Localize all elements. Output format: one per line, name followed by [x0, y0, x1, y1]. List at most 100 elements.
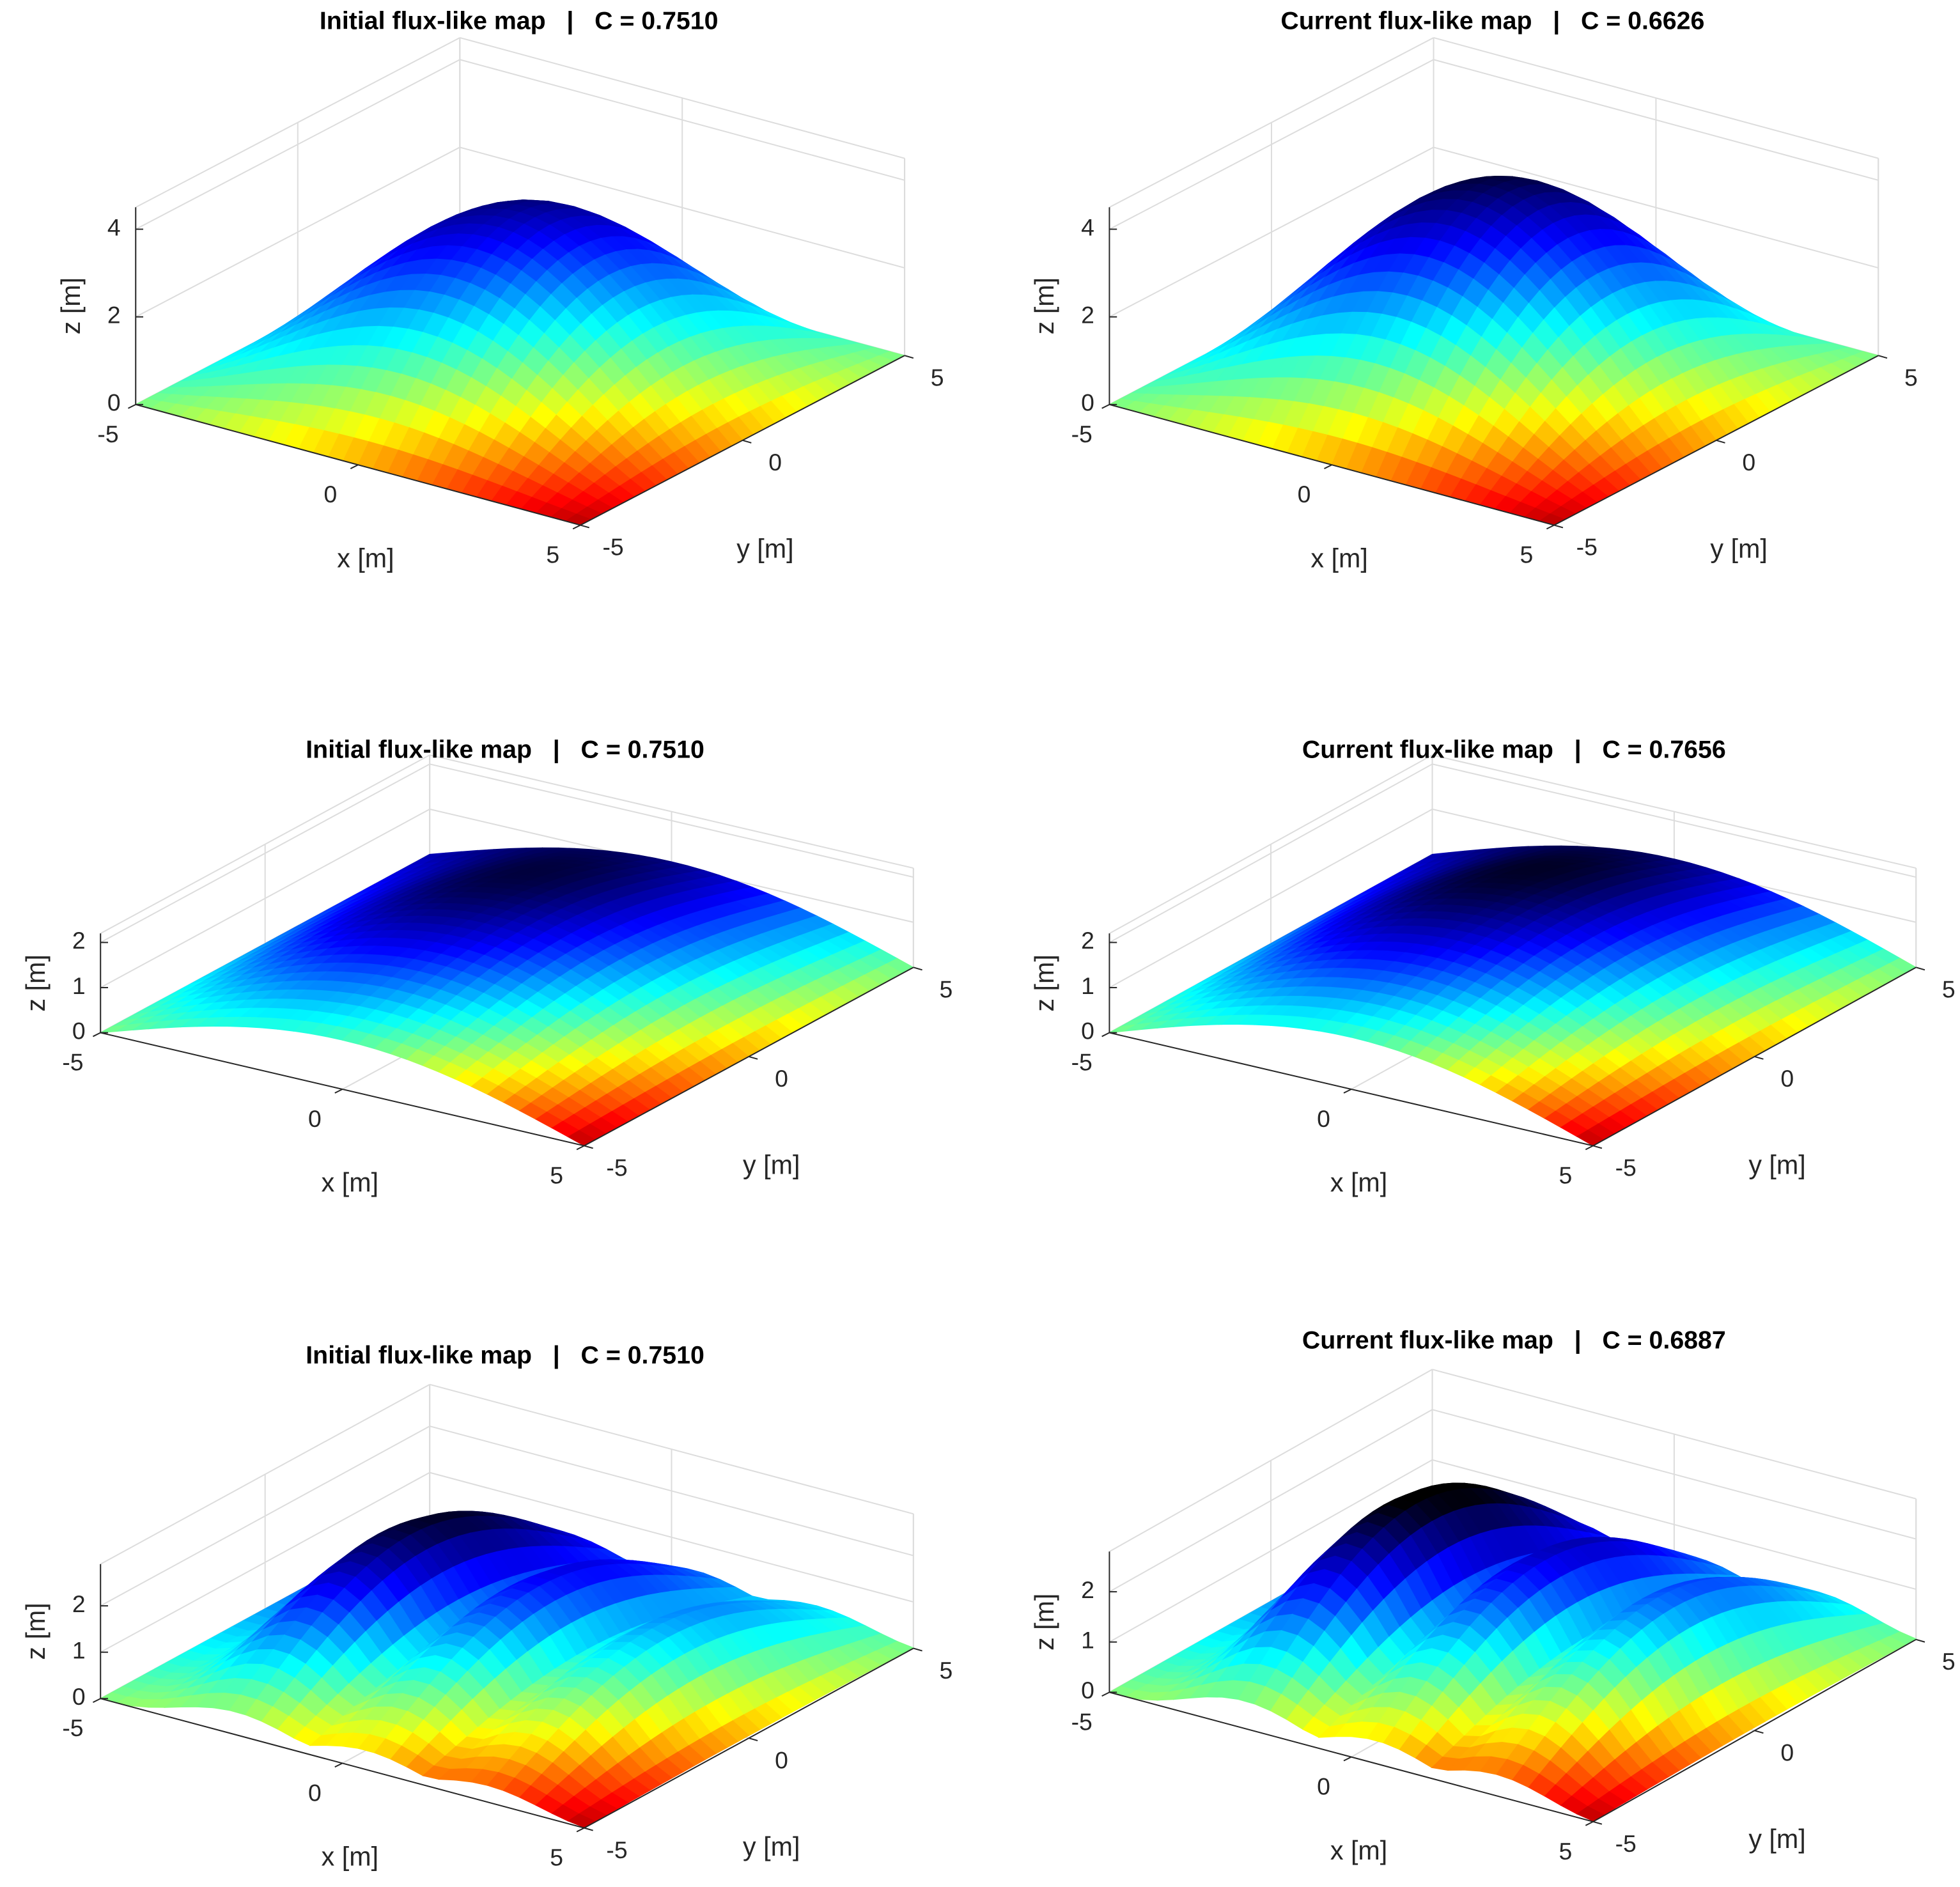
x-tick-label: 5	[546, 541, 559, 568]
x-tick	[1101, 1032, 1110, 1037]
y-tick	[1716, 439, 1725, 444]
y-tick-label: -5	[606, 1154, 627, 1181]
y-tick-label: 0	[1780, 1065, 1794, 1092]
x-axis-label: x [m]	[322, 1168, 378, 1197]
y-axis-label: y [m]	[743, 1832, 800, 1861]
x-axis-label: x [m]	[322, 1842, 378, 1872]
x-tick-label: 0	[1298, 481, 1311, 508]
y-tick-label: -5	[1576, 534, 1598, 561]
z-tick-label: 0	[107, 389, 121, 416]
y-axis-label: y [m]	[743, 1151, 800, 1180]
y-axis-label: y [m]	[736, 534, 793, 564]
x-tick-label: 0	[1317, 1105, 1330, 1132]
x-tick	[350, 464, 359, 469]
z-tick-label: 2	[1081, 927, 1094, 954]
z-tick-label: 2	[107, 302, 121, 329]
z-tick-label: 1	[1081, 972, 1094, 999]
x-tick	[92, 1698, 101, 1703]
x-tick	[128, 403, 136, 409]
y-tick	[584, 1827, 593, 1831]
y-tick	[580, 524, 590, 529]
y-tick-label: 0	[1742, 449, 1755, 476]
x-tick	[1324, 464, 1332, 469]
y-tick	[749, 1055, 758, 1060]
x-tick	[92, 1032, 101, 1037]
subplot: 0 1 2 -5 0 5 -5 0 5 x [m] y [m] z [m] Initial flux-l…	[21, 1341, 953, 1872]
x-tick-label: 5	[1520, 541, 1534, 568]
x-tick	[1101, 403, 1110, 409]
x-tick-label: 0	[324, 481, 338, 508]
y-tick	[1592, 1145, 1603, 1149]
chart-title: Initial flux-like map | C = 0.7510	[306, 1341, 704, 1369]
x-tick-label: -5	[1071, 421, 1093, 447]
x-tick	[334, 1089, 343, 1094]
x-axis-label: x [m]	[1311, 543, 1367, 573]
y-tick	[1754, 1055, 1764, 1060]
y-tick-label: -5	[603, 534, 624, 561]
y-tick-label: 0	[775, 1065, 788, 1092]
y-tick-label: 5	[940, 1657, 953, 1684]
x-tick-label: -5	[62, 1714, 83, 1741]
z-axis-label: z [m]	[1030, 277, 1059, 334]
y-tick-label: 0	[768, 449, 782, 476]
x-tick-label: -5	[97, 421, 118, 447]
chart-title: Initial flux-like map | C = 0.7510	[306, 736, 704, 764]
y-tick-label: 0	[775, 1746, 788, 1773]
x-tick-label: 5	[1559, 1161, 1572, 1188]
y-axis-label: y [m]	[1748, 1151, 1805, 1180]
z-tick-label: 1	[72, 1637, 86, 1664]
x-axis-label: x [m]	[1330, 1168, 1387, 1197]
z-tick-label: 0	[1081, 1017, 1094, 1044]
x-tick	[1546, 524, 1555, 530]
y-tick	[904, 355, 914, 359]
x-tick	[576, 1145, 585, 1151]
x-tick	[1585, 1145, 1594, 1151]
z-tick-label: 0	[1081, 389, 1094, 416]
chart-title: Initial flux-like map | C = 0.7510	[320, 7, 719, 35]
z-tick-label: 4	[107, 214, 121, 240]
z-axis-label: z [m]	[21, 954, 51, 1011]
chart-title: Current flux-like map | C = 0.7656	[1302, 736, 1726, 764]
x-tick	[576, 1827, 585, 1833]
x-tick-label: 5	[550, 1844, 563, 1871]
z-axis-label: z [m]	[56, 277, 86, 334]
z-tick-label: 0	[72, 1017, 86, 1044]
x-tick	[1343, 1089, 1352, 1094]
z-tick-label: 2	[1081, 302, 1094, 329]
chart-title: Current flux-like map | C = 0.6626	[1280, 7, 1704, 35]
x-axis-label: x [m]	[337, 543, 394, 573]
x-tick-label: 0	[308, 1779, 322, 1806]
z-axis-label: z [m]	[1030, 954, 1059, 1011]
y-tick	[913, 967, 922, 971]
z-axis-label: z [m]	[21, 1603, 51, 1659]
y-tick-label: 5	[940, 976, 953, 1003]
z-tick-label: 1	[72, 972, 86, 999]
y-tick	[584, 1145, 593, 1149]
x-tick-label: -5	[62, 1049, 83, 1076]
subplot: 0 1 2 -5 0 5 -5 0 5 x [m] y [m] z [m] Current flux-l…	[1030, 736, 1956, 1198]
y-tick	[1553, 524, 1564, 529]
y-tick	[742, 439, 752, 444]
y-tick-label: -5	[1615, 1154, 1637, 1181]
y-tick-label: -5	[606, 1837, 627, 1863]
subplot: 0 2 4 -5 0 5 -5 0 5 x [m] y [m] z [m] Initial flux-l…	[56, 7, 944, 573]
y-tick-label: 5	[1942, 976, 1956, 1003]
y-tick	[1915, 967, 1925, 971]
x-tick-label: -5	[1071, 1049, 1093, 1076]
y-tick	[749, 1737, 758, 1741]
z-tick-label: 4	[1081, 214, 1094, 240]
z-tick-label: 2	[72, 1590, 86, 1617]
y-tick	[913, 1647, 922, 1652]
z-tick-label: 2	[72, 927, 86, 954]
x-tick-label: 5	[550, 1161, 563, 1188]
y-tick	[1878, 355, 1888, 359]
z-tick-label: 0	[72, 1683, 86, 1710]
y-tick-label: 5	[931, 364, 944, 391]
y-tick-label: 5	[1904, 364, 1918, 391]
x-tick	[334, 1762, 343, 1768]
